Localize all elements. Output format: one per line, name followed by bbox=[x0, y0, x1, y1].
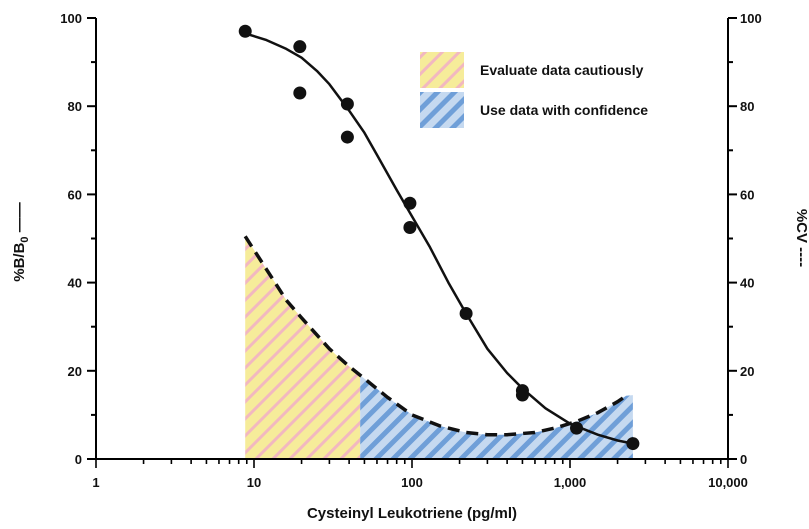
y-tick-label-right: 40 bbox=[740, 276, 754, 291]
data-point bbox=[293, 86, 307, 100]
data-point bbox=[340, 97, 354, 111]
legend-swatch-cautious bbox=[420, 52, 464, 88]
shaded-regions bbox=[245, 236, 633, 459]
fit-curve-solid bbox=[244, 32, 634, 445]
data-point bbox=[293, 40, 307, 54]
axes: 0 0 20 20 40 40 60 60 80 80 100 100 1 10 100 1,000 10,00… bbox=[60, 11, 761, 490]
x-tick-label: 10 bbox=[247, 475, 261, 490]
data-point bbox=[403, 220, 417, 234]
y-tick-label-right: 60 bbox=[740, 187, 754, 202]
x-tick-label: 1,000 bbox=[554, 475, 587, 490]
legend-swatch-confidence bbox=[420, 92, 464, 128]
data-point bbox=[626, 437, 640, 451]
y-tick-label-left: 20 bbox=[68, 364, 82, 379]
y-tick-label-right: 100 bbox=[740, 11, 762, 26]
data-points bbox=[238, 24, 640, 451]
x-tick-label: 10,000 bbox=[708, 475, 748, 490]
x-tick-label: 1 bbox=[92, 475, 99, 490]
y-axis-title-left: %B/B0 —— bbox=[11, 202, 31, 281]
legend-label-confidence: Use data with confidence bbox=[480, 102, 648, 118]
x-tick-label: 100 bbox=[401, 475, 423, 490]
region-cautious bbox=[245, 236, 361, 459]
data-point bbox=[238, 24, 252, 38]
y-tick-label-left: 80 bbox=[68, 99, 82, 114]
y-axis-title-right: %CV ---- bbox=[793, 209, 809, 267]
y-tick-label-right: 0 bbox=[740, 452, 747, 467]
y-tick-label-right: 20 bbox=[740, 364, 754, 379]
y-tick-label-left: 40 bbox=[68, 276, 82, 291]
data-point bbox=[340, 130, 354, 144]
y-tick-label-left: 100 bbox=[60, 11, 82, 26]
y-tick-label-right: 80 bbox=[740, 99, 754, 114]
data-point bbox=[515, 388, 529, 402]
data-point bbox=[459, 306, 473, 320]
data-point bbox=[403, 196, 417, 210]
region-confidence bbox=[360, 375, 633, 459]
legend: Evaluate data cautiously Use data with c… bbox=[420, 52, 648, 128]
y-tick-label-left: 60 bbox=[68, 187, 82, 202]
cv-curve-dashed bbox=[243, 235, 629, 437]
y-tick-label-left: 0 bbox=[75, 452, 82, 467]
legend-label-cautious: Evaluate data cautiously bbox=[480, 62, 644, 78]
x-axis-title: Cysteinyl Leukotriene (pg/ml) bbox=[307, 505, 517, 522]
data-point bbox=[570, 421, 584, 435]
curves bbox=[243, 32, 634, 445]
